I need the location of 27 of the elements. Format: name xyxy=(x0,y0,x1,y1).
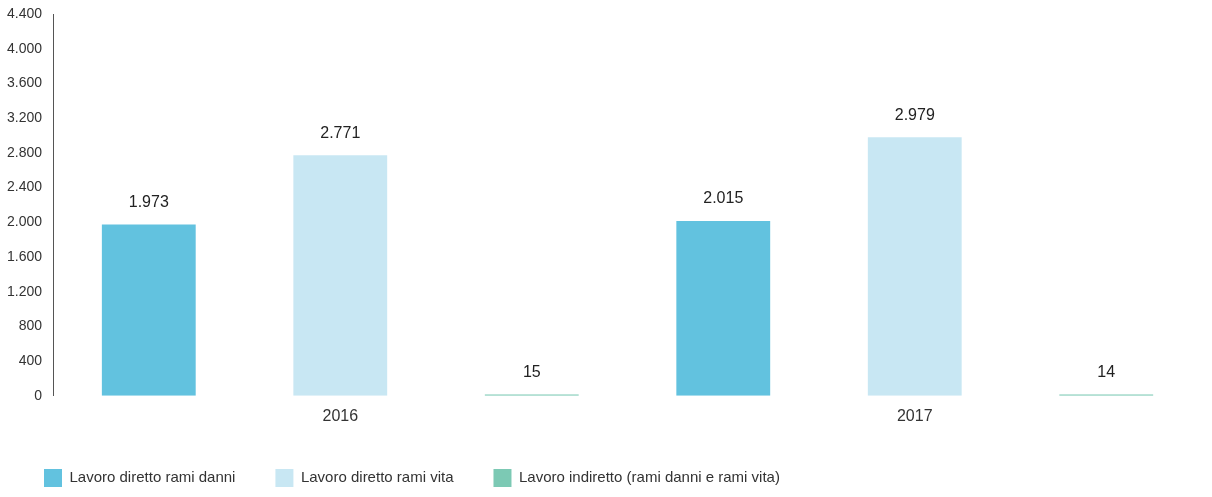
y-tick-label: 1.200 xyxy=(6,282,43,299)
bar xyxy=(101,224,196,396)
bar xyxy=(867,137,962,396)
y-tick-label: 2.000 xyxy=(6,213,43,230)
legend-label: Lavoro indiretto (rami danni e rami vita) xyxy=(518,468,780,486)
data-label: 2.015 xyxy=(703,189,744,207)
bar xyxy=(293,155,388,396)
y-tick-label: 400 xyxy=(18,351,43,368)
data-label: 15 xyxy=(522,362,541,380)
legend-label: Lavoro diretto rami danni xyxy=(69,468,236,486)
data-label: 1.973 xyxy=(128,193,169,210)
y-tick-label: 3.200 xyxy=(6,108,43,125)
x-tick-label: 2016 xyxy=(322,406,359,424)
y-tick-label: 0 xyxy=(34,386,43,403)
y-tick-label: 4.000 xyxy=(6,39,43,56)
data-label: 2.771 xyxy=(320,123,361,141)
data-label: 2.979 xyxy=(894,105,935,123)
y-tick-label: 800 xyxy=(18,317,43,334)
y-tick-label: 1.600 xyxy=(6,247,43,264)
y-tick-label: 2.400 xyxy=(6,178,43,195)
y-tick-label: 3.600 xyxy=(6,74,43,91)
bar xyxy=(676,220,771,396)
data-label: 14 xyxy=(1097,362,1116,380)
legend-label: Lavoro diretto rami vita xyxy=(300,468,455,486)
x-tick-label: 2017 xyxy=(896,406,933,424)
y-tick-label: 2.800 xyxy=(6,143,43,160)
y-tick-label: 4.400 xyxy=(6,4,43,21)
